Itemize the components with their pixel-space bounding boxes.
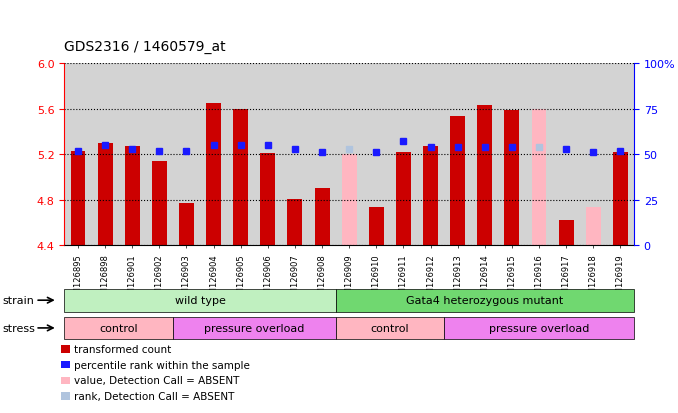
Bar — [559, 221, 574, 246]
Text: pressure overload: pressure overload — [204, 323, 304, 333]
Bar — [71, 152, 85, 246]
Bar — [613, 153, 628, 246]
Text: control: control — [100, 323, 138, 333]
Text: Gata4 heterozygous mutant: Gata4 heterozygous mutant — [406, 295, 563, 306]
Text: transformed count: transformed count — [74, 344, 171, 354]
Bar — [504, 111, 519, 246]
Bar — [315, 189, 330, 246]
Bar — [98, 144, 113, 246]
Bar — [477, 106, 492, 246]
Bar — [450, 116, 465, 246]
Text: GDS2316 / 1460579_at: GDS2316 / 1460579_at — [64, 40, 226, 54]
Text: strain: strain — [2, 295, 34, 306]
Bar — [423, 147, 438, 246]
Text: rank, Detection Call = ABSENT: rank, Detection Call = ABSENT — [74, 391, 235, 401]
Bar — [179, 204, 194, 246]
Text: value, Detection Call = ABSENT: value, Detection Call = ABSENT — [74, 375, 239, 385]
Text: stress: stress — [2, 323, 35, 333]
Bar — [342, 155, 357, 246]
Bar — [152, 162, 167, 246]
Text: control: control — [371, 323, 409, 333]
Bar — [233, 109, 248, 246]
Bar — [369, 207, 384, 246]
Bar — [206, 104, 221, 246]
Bar — [532, 109, 546, 246]
Bar — [586, 207, 601, 246]
Bar — [396, 153, 411, 246]
Text: percentile rank within the sample: percentile rank within the sample — [74, 360, 250, 370]
Bar — [260, 154, 275, 246]
Text: pressure overload: pressure overload — [489, 323, 589, 333]
Bar — [125, 147, 140, 246]
Bar — [287, 199, 302, 246]
Text: wild type: wild type — [174, 295, 226, 306]
